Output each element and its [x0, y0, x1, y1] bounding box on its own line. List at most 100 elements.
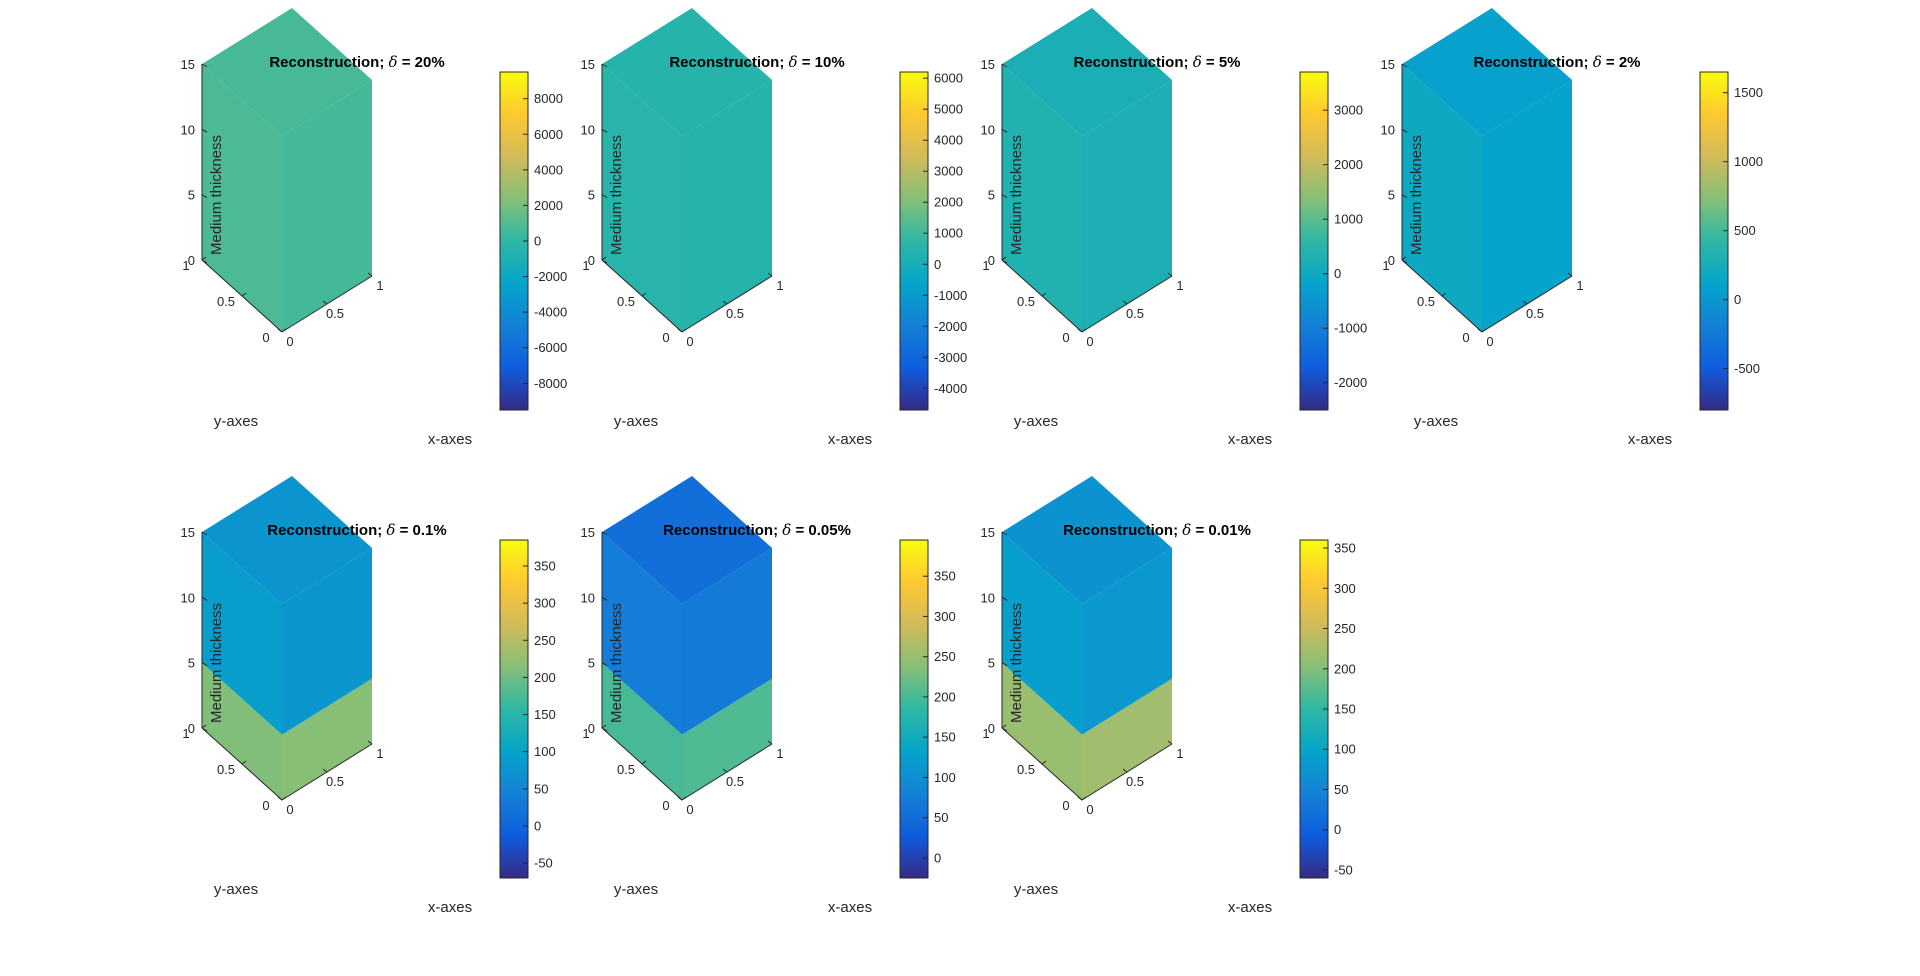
colorbar-tick-label: 250: [534, 633, 556, 648]
x-tick-label: 0: [1086, 802, 1093, 817]
z-tick: [201, 128, 208, 133]
z-tick: [601, 596, 608, 601]
x-tick: [722, 768, 728, 773]
face-top: [202, 8, 372, 136]
x-axis-label: x-axes: [828, 899, 872, 916]
y-tick: [1081, 328, 1087, 333]
x-tick-label: 1: [1176, 278, 1183, 293]
colorbar-tick-label: -4000: [934, 381, 967, 396]
x-tick: [1077, 796, 1083, 801]
colorbar-tick-label: 100: [534, 744, 556, 759]
title-delta: δ: [782, 521, 791, 539]
face-left: [1002, 64, 1082, 332]
z-tick-label: 5: [988, 188, 995, 203]
z-tick-label: 5: [988, 656, 995, 671]
colorbar-tick-label: -2000: [534, 269, 567, 284]
y-tick: [281, 796, 287, 801]
y-tick: [641, 292, 647, 297]
y-tick-label: 0: [1462, 330, 1469, 345]
colorbar-tick-label: 50: [1334, 782, 1348, 797]
colorbar-tick-label: 500: [1734, 223, 1756, 238]
y-tick: [1441, 292, 1447, 297]
z-tick: [201, 194, 208, 199]
z-tick: [601, 259, 608, 264]
y-tick-label: 0.5: [1417, 294, 1435, 309]
face-top: [1402, 8, 1572, 136]
colorbar-tick-label: 100: [1334, 742, 1356, 757]
x-tick: [1122, 300, 1128, 305]
z-tick-label: 15: [981, 57, 995, 72]
colorbar-tick-label: 0: [1734, 292, 1741, 307]
face-left-lower: [1002, 662, 1082, 800]
colorbar-tick-label: 0: [934, 850, 941, 865]
y-tick-label: 1: [582, 258, 589, 273]
subplot-title: Reconstruction; δ = 20%: [269, 53, 444, 71]
colorbar-tick-label: 300: [934, 609, 956, 624]
z-tick-label: 15: [1381, 57, 1395, 72]
colorbar: [899, 71, 929, 411]
x-tick-label: 0.5: [326, 306, 344, 321]
y-tick: [1001, 256, 1007, 261]
z-tick: [201, 727, 208, 732]
face-right: [282, 80, 372, 332]
x-tick-label: 0.5: [726, 306, 744, 321]
z-tick-label: 10: [581, 590, 595, 605]
y-tick-label: 0: [1062, 330, 1069, 345]
y-axis-label: y-axes: [1414, 413, 1458, 430]
z-axis-label: Medium thickness: [608, 603, 625, 723]
y-tick: [681, 796, 687, 801]
face-right-lower: [1082, 678, 1172, 800]
x-tick: [1477, 328, 1483, 333]
y-axis-label: y-axes: [214, 413, 258, 430]
title-prefix: Reconstruction;: [1074, 54, 1193, 71]
z-tick: [1001, 259, 1008, 264]
face-left: [602, 64, 682, 332]
face-left-upper: [202, 532, 282, 735]
colorbar-tick-label: -6000: [534, 340, 567, 355]
colorbar-tick-label: 6000: [534, 127, 563, 142]
colorbar-tick-label: 2000: [1334, 157, 1363, 172]
x-tick: [1167, 272, 1173, 277]
y-tick-label: 0.5: [1017, 762, 1035, 777]
x-tick-label: 1: [376, 746, 383, 761]
z-tick-label: 0: [188, 721, 195, 736]
title-prefix: Reconstruction;: [669, 54, 788, 71]
z-tick-label: 0: [988, 721, 995, 736]
y-axis-label: y-axes: [214, 881, 258, 898]
colorbar-tick-label: 0: [1334, 822, 1341, 837]
x-tick: [722, 300, 728, 305]
x-tick-label: 0: [1486, 334, 1493, 349]
title-suffix: = 20%: [398, 54, 445, 71]
z-tick: [601, 63, 608, 68]
colorbar-tick-label: 4000: [534, 162, 563, 177]
x-tick-label: 1: [1576, 278, 1583, 293]
colorbar-tick-label: 250: [934, 649, 956, 664]
x-axis-label: x-axes: [1228, 431, 1272, 448]
colorbar-tick-label: 1000: [1334, 212, 1363, 227]
z-tick-label: 15: [581, 57, 595, 72]
colorbar-tick-label: 5000: [934, 102, 963, 117]
colorbar-tick-label: -50: [534, 856, 553, 871]
title-delta: δ: [1593, 53, 1602, 71]
colorbar-tick-label: 200: [934, 689, 956, 704]
colorbar-tick-label: 150: [1334, 702, 1356, 717]
subplot-title: Reconstruction; δ = 0.01%: [1063, 521, 1251, 539]
z-axis-label: Medium thickness: [208, 135, 225, 255]
z-tick-label: 0: [988, 253, 995, 268]
x-tick-label: 0.5: [1126, 306, 1144, 321]
x-axis-label: x-axes: [1628, 431, 1672, 448]
y-tick-label: 0.5: [617, 762, 635, 777]
z-tick: [601, 727, 608, 732]
colorbar-tick-label: 3000: [1334, 103, 1363, 118]
face-left-upper: [602, 532, 682, 735]
z-tick: [201, 531, 208, 536]
z-tick-label: 15: [181, 57, 195, 72]
x-tick: [277, 328, 283, 333]
z-tick: [201, 63, 208, 68]
title-prefix: Reconstruction;: [269, 54, 388, 71]
z-tick: [601, 531, 608, 536]
z-tick: [201, 662, 208, 667]
x-axis-label: x-axes: [428, 431, 472, 448]
z-tick: [1001, 596, 1008, 601]
